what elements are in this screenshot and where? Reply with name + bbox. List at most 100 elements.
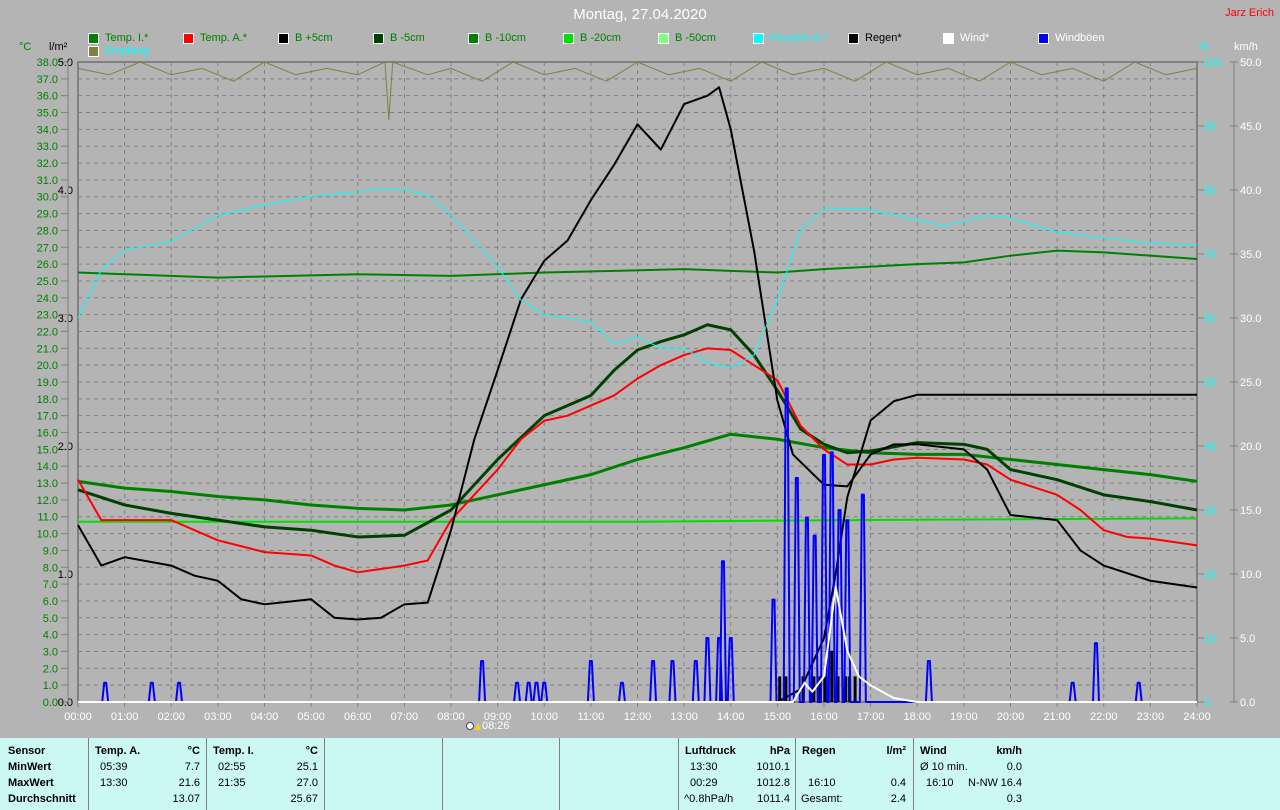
series-b-5cm (77, 86, 1198, 621)
temp-tick-label: 24.0 (37, 293, 58, 305)
series-empfang (77, 61, 1198, 121)
temp-tick-label: 31.0 (37, 175, 58, 187)
temp-a-min-time: 05:39 (100, 761, 128, 773)
legend-label: B -50cm (675, 32, 716, 44)
legend-swatch (1038, 32, 1049, 44)
temp-tick-label: 15.0 (37, 444, 58, 456)
legend-label: B -5cm (390, 32, 425, 44)
temp-tick-label: 25.0 (37, 276, 58, 288)
temp-tick-label: 9.0 (43, 545, 58, 557)
chart-title: Montag, 27.04.2020 (573, 6, 707, 23)
legend-item: Temp. A.* (183, 32, 247, 44)
legend-item: B +5cm (278, 32, 333, 44)
legend-swatch (753, 32, 764, 44)
legend-item: Regen* (848, 32, 902, 44)
temp-a-max-time: 13:30 (100, 777, 128, 789)
pressure-max: 1012.8 (756, 777, 790, 789)
pressure-avg: 1011.4 (757, 793, 790, 805)
temp-tick-label: 7.0 (43, 579, 58, 591)
wind-tick-label: 35.0 (1240, 249, 1261, 261)
wind-tick-label: 0.0 (1240, 697, 1255, 709)
x-tick-label: 15:00 (764, 711, 792, 723)
humidity-tick-label: 30 (1204, 505, 1216, 517)
temp-a-header: Temp. A. (95, 745, 141, 757)
temp-tick-label: 22.0 (37, 326, 58, 338)
legend-item: B -10cm (468, 32, 526, 44)
humidity-unit-label: % (1199, 41, 1209, 53)
x-tick-label: 02:00 (157, 711, 185, 723)
temp-i-min-time: 02:55 (218, 761, 246, 773)
temp-tick-label: 19.0 (37, 377, 58, 389)
temp-tick-label: 8.0 (43, 562, 58, 574)
humidity-tick-label: 10 (1204, 633, 1216, 645)
x-tick-label: 06:00 (344, 711, 372, 723)
legend-item: B -50cm (658, 32, 716, 44)
temp-tick-label: 13.0 (37, 478, 58, 490)
temp-tick-label: 6.0 (43, 596, 58, 608)
rain-bar (844, 676, 848, 702)
rain-bar (784, 676, 788, 702)
rain-tick-label: 1.0 (58, 569, 73, 581)
stats-table: Sensor MinWert MaxWert Durchschnitt Temp… (0, 738, 1280, 810)
sunrise-arrow-icon (475, 722, 481, 730)
series-b-20cm (78, 517, 1198, 523)
temp-tick-label: 10.0 (37, 529, 58, 541)
x-tick-label: 00:00 (64, 711, 92, 723)
legend-label: B +5cm (295, 32, 333, 44)
x-tick-label: 23:00 (1137, 711, 1165, 723)
legend-label: Feuchte A.* (770, 32, 827, 44)
legend-swatch (88, 32, 99, 44)
wind-avg10-label: Ø 10 min. (920, 761, 968, 773)
x-tick-label: 08:00 (437, 711, 465, 723)
x-tick-label: 13:00 (670, 711, 698, 723)
humidity-tick-label: 0 (1204, 697, 1210, 709)
temp-tick-label: 38.0 (37, 57, 58, 69)
rain-bar (801, 676, 805, 702)
temp-i-max: 27.0 (296, 777, 318, 789)
wind-avg: 0.3 (1006, 793, 1022, 805)
x-tick-label: 22:00 (1090, 711, 1118, 723)
rain-bar (823, 676, 827, 702)
humidity-tick-label: 20 (1204, 569, 1216, 581)
temp-tick-label: 12.0 (37, 495, 58, 507)
rain-tick-label: 4.0 (58, 185, 73, 197)
temp-tick-label: 35.0 (37, 108, 58, 120)
temp-tick-label: 1.0 (43, 680, 58, 692)
rain-unit-label: l/m² (49, 41, 68, 53)
wind-max-time: 16:10 (926, 777, 954, 789)
rain-bar (853, 676, 857, 702)
pressure-min: 1010.1 (756, 761, 790, 773)
legend-label: B -10cm (485, 32, 526, 44)
x-tick-label: 10:00 (530, 711, 558, 723)
legend-label: Empfang (105, 45, 150, 57)
series-b-5cm (77, 323, 1198, 539)
temp-tick-label: 16.0 (37, 428, 58, 440)
legend-swatch (278, 32, 289, 44)
x-tick-label: 07:00 (391, 711, 419, 723)
wind-tick-label: 5.0 (1240, 633, 1255, 645)
stats-min-label: MinWert (8, 761, 52, 773)
rain-tick-label: 2.0 (58, 441, 73, 453)
legend-label: Wind* (960, 32, 990, 44)
temp-tick-label: 0.0 (43, 697, 58, 709)
stats-max-label: MaxWert (8, 777, 54, 789)
wind-tick-label: 25.0 (1240, 377, 1261, 389)
temp-tick-label: 17.0 (37, 411, 58, 423)
wind-tick-label: 50.0 (1240, 57, 1261, 69)
temp-i-unit: °C (305, 745, 318, 757)
legend-label: Windböen (1055, 32, 1105, 44)
humidity-tick-label: 100 (1204, 57, 1222, 69)
x-tick-label: 05:00 (297, 711, 325, 723)
temp-a-max: 21.6 (178, 777, 200, 789)
temp-tick-label: 5.0 (43, 613, 58, 625)
wind-avg10: 0.0 (1006, 761, 1022, 773)
legend-swatch (468, 32, 479, 44)
x-tick-label: 12:00 (624, 711, 652, 723)
legend-swatch (658, 32, 669, 44)
legend-label: Regen* (865, 32, 902, 44)
series-feuchte-a (77, 187, 1198, 369)
legend-item: Temp. I.* (88, 32, 148, 44)
stats-sensor-label: Sensor (8, 745, 46, 757)
rain-bar (830, 650, 834, 702)
legend-swatch (563, 32, 574, 44)
